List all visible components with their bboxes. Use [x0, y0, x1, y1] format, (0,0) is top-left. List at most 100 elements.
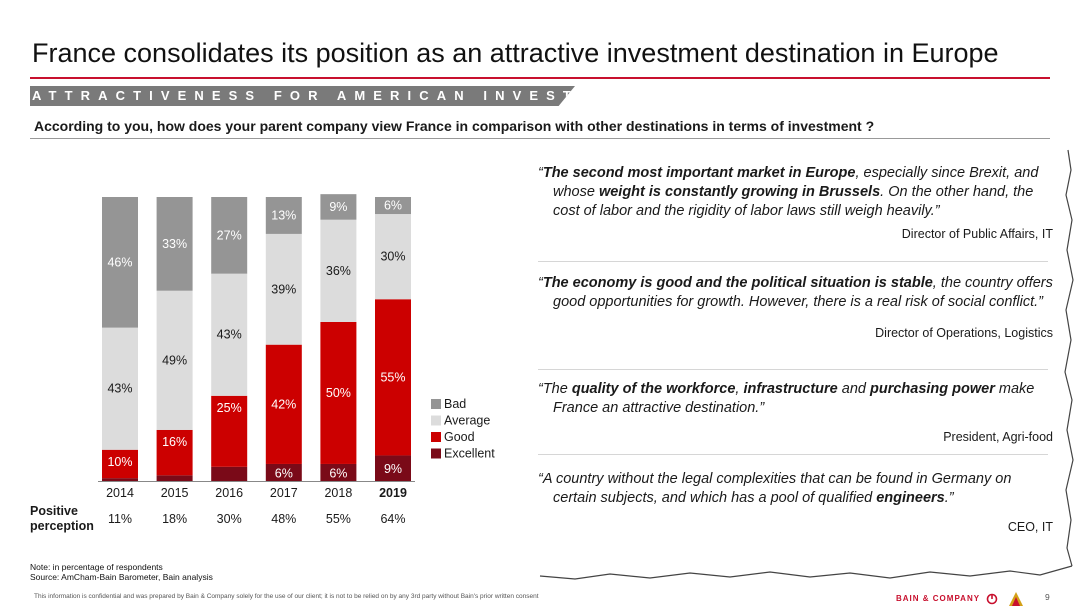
quote-segment: “: [538, 165, 543, 181]
page-number: 9: [1045, 592, 1050, 602]
bar-value-label: 10%: [107, 455, 132, 469]
brand-mark-icon: [986, 593, 998, 605]
positive-perception-value: 48%: [271, 512, 296, 526]
quote-text: “The quality of the workforce, infrastru…: [538, 380, 1053, 418]
bar-value-label: 55%: [380, 370, 405, 384]
bar-value-label: 39%: [271, 282, 296, 296]
quote-author: Director of Operations, Logistics: [875, 326, 1053, 340]
bar-segment-good: [375, 299, 411, 456]
bar-value-label: 43%: [217, 328, 242, 342]
bar-segment-good: [156, 429, 193, 476]
brand-logo: BAIN & COMPANY: [896, 591, 1025, 607]
positive-perception-value: 55%: [326, 512, 351, 526]
bar-value-label: 6%: [329, 466, 347, 480]
bar-segment-average: [320, 219, 357, 322]
bar-value-label: 27%: [217, 228, 242, 242]
brand-name: BAIN & COMPANY: [896, 594, 980, 604]
survey-question: According to you, how does your parent c…: [34, 118, 875, 134]
bar-segment-bad: [375, 197, 411, 215]
legend-swatch: [431, 415, 441, 426]
page-title: France consolidates its position as an a…: [32, 38, 999, 68]
quote-segment: “The: [538, 381, 572, 397]
quote-2: “The economy is good and the political s…: [538, 274, 1053, 340]
quote-emphasis: engineers: [876, 490, 945, 506]
quote-divider: [538, 369, 1048, 370]
quote-emphasis: quality of the workforce: [571, 381, 736, 397]
bar-segment-excellent: [156, 475, 193, 481]
bar-value-label: 43%: [107, 382, 132, 396]
positive-perception-value: 18%: [162, 512, 187, 526]
bar-segment-average: [102, 327, 138, 450]
bar-segment-excellent: [265, 463, 302, 481]
quote-text: “A country without the legal complexitie…: [538, 470, 1053, 508]
quote-author: President, Agri-food: [943, 430, 1053, 444]
legend-swatch: [431, 448, 441, 459]
x-tick-label: 2017: [270, 486, 298, 500]
bar-segment-good: [102, 449, 138, 479]
bar-value-label: 16%: [162, 435, 187, 449]
bar-value-label: 42%: [271, 397, 296, 411]
bar-segment-average: [265, 233, 302, 345]
confidentiality-notice: This information is confidential and was…: [34, 593, 539, 600]
question-divider: [30, 138, 1050, 139]
x-tick-label: 2019: [379, 486, 407, 500]
quote-emphasis: weight is constantly growing in Brussels: [598, 184, 881, 200]
bar-value-label: 6%: [275, 466, 293, 480]
bar-segment-bad: [156, 197, 193, 291]
bar-segment-bad: [320, 194, 357, 220]
quote-emphasis: The economy is good and the political si…: [542, 275, 933, 291]
x-tick-label: 2014: [106, 486, 134, 500]
bar-segment-good: [265, 344, 302, 464]
quotes-panel: “The second most important market in Eur…: [538, 150, 1060, 580]
bar-segment-excellent: [211, 466, 248, 481]
bar-segment-good: [211, 395, 248, 467]
bar-value-label: 36%: [326, 264, 351, 278]
quote-segment: .”: [944, 490, 954, 506]
section-banner-text: ATTRACTIVENESS FOR AMERICAN INVESTORS: [32, 88, 632, 103]
legend-swatch: [431, 432, 441, 442]
bar-value-label: 50%: [326, 386, 351, 400]
note-text: Note: in percentage of respondents: [30, 562, 163, 572]
bar-value-label: 13%: [271, 208, 296, 222]
bar-segment-bad: [102, 197, 138, 328]
quote-4: “A country without the legal complexitie…: [538, 470, 1053, 534]
bar-value-label: 25%: [217, 401, 242, 415]
bar-value-label: 9%: [329, 200, 347, 214]
bar-value-label: 49%: [162, 353, 187, 367]
source-text: Source: AmCham-Bain Barometer, Bain anal…: [30, 572, 213, 582]
bar-segment-average: [211, 273, 248, 396]
legend-label: Average: [444, 414, 490, 428]
legend-swatch: [431, 399, 441, 409]
bar-value-label: 33%: [162, 237, 187, 251]
quote-segment: , the country offers good opportunities …: [553, 275, 1053, 310]
positive-perception-value: 64%: [380, 512, 405, 526]
quote-text: “The second most important market in Eur…: [538, 164, 1053, 221]
stacked-bar-chart: 10% 43% 46% 2014 11% 16% 49% 33% 2015 18% 25% 43% 27…: [98, 194, 495, 526]
quote-author: CEO, IT: [1007, 520, 1053, 534]
title-divider: [30, 77, 1050, 79]
quote-emphasis: infrastructure: [743, 381, 838, 397]
legend-label: Good: [444, 430, 475, 444]
bar-segment-excellent: [102, 478, 138, 481]
bar-segment-bad: [265, 197, 302, 234]
bar-value-label: 46%: [107, 255, 132, 269]
quote-divider: [538, 454, 1048, 455]
x-tick-label: 2018: [324, 486, 352, 500]
chart-notes: Note: in percentage of respondents Sourc…: [30, 562, 213, 582]
quote-segment: ,: [735, 381, 744, 397]
quote-emphasis: purchasing power: [870, 381, 995, 397]
quote-1: “The second most important market in Eur…: [538, 164, 1053, 241]
quote-segment: make France an attractive destination.”: [553, 381, 1035, 416]
positive-perception-value: 30%: [217, 512, 242, 526]
x-tick-label: 2015: [161, 486, 189, 500]
bar-segment-good: [320, 321, 357, 464]
quote-segment: “: [538, 275, 543, 291]
quote-text: “The economy is good and the political s…: [538, 274, 1053, 312]
quote-segment: “A country without the legal complexitie…: [538, 471, 1012, 506]
positive-perception-label: Positive perception: [30, 504, 94, 533]
x-tick-label: 2016: [215, 486, 243, 500]
legend-label: Bad: [444, 397, 466, 411]
partner-logo-icon: [1009, 592, 1024, 606]
quote-3: “The quality of the workforce, infrastru…: [538, 380, 1053, 444]
bar-value-label: 30%: [380, 250, 405, 264]
